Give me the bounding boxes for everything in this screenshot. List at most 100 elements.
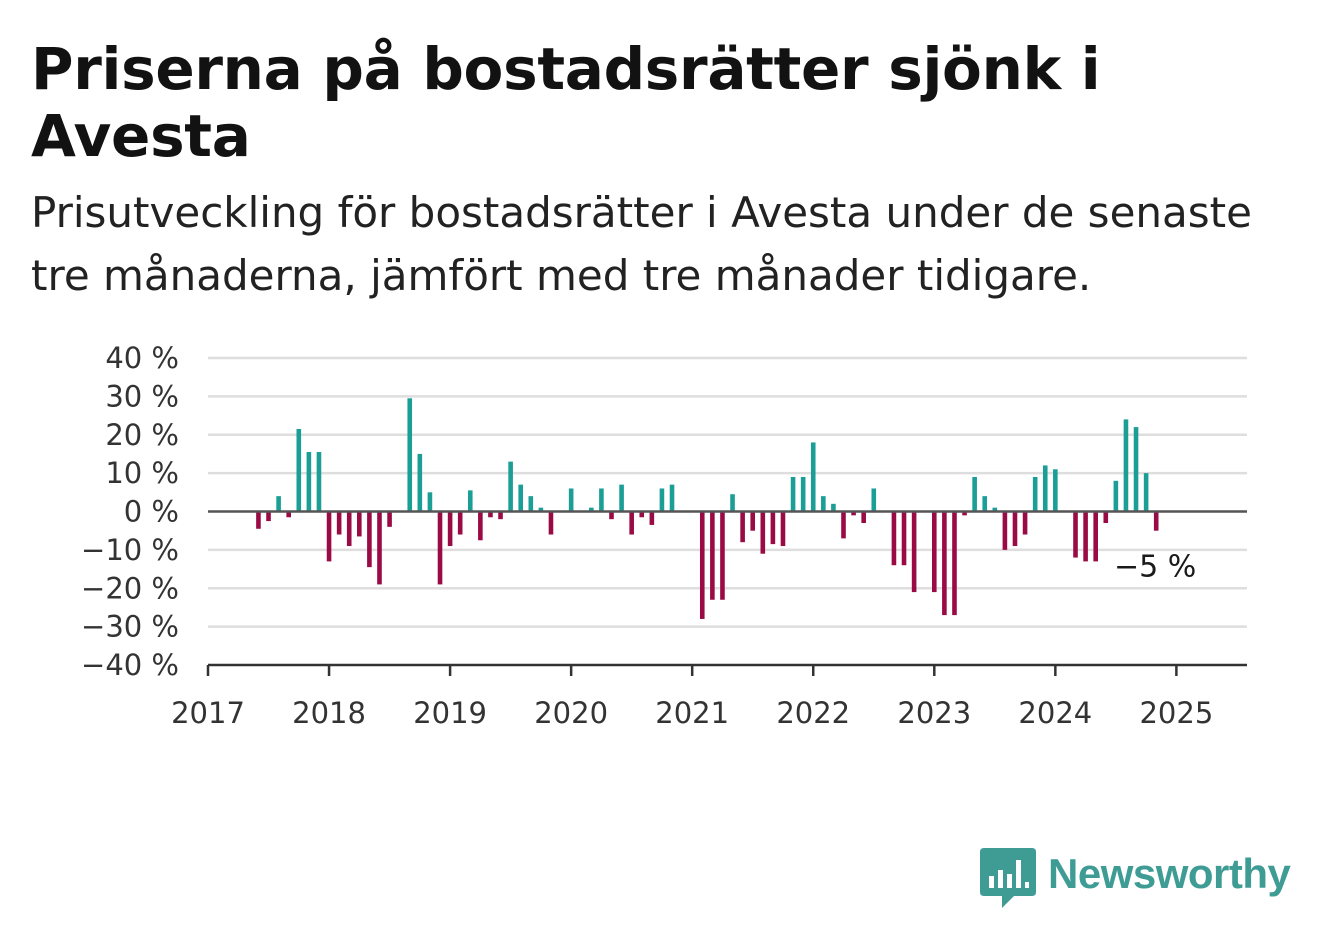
newsworthy-logo-icon [980, 848, 1036, 908]
y-tick-label: −20 % [81, 571, 179, 605]
x-tick-label: 2022 [776, 696, 850, 730]
bar [841, 511, 846, 539]
y-tick-label: −30 % [81, 610, 179, 644]
bar [498, 511, 503, 520]
bar [669, 484, 675, 512]
y-tick-label: 20 % [105, 418, 179, 452]
bar [457, 511, 463, 535]
bar [1073, 511, 1078, 558]
bar [992, 507, 998, 512]
bar [286, 511, 291, 518]
bar [407, 398, 413, 512]
bar [346, 511, 352, 547]
bar [790, 476, 796, 512]
newsworthy-logo: Newsworthy [980, 848, 1300, 910]
bar [619, 484, 624, 512]
bar [982, 496, 988, 512]
bar [488, 511, 493, 518]
bar [730, 494, 735, 512]
bar [780, 511, 786, 547]
bar [1022, 511, 1028, 535]
bar [357, 511, 362, 537]
x-tick-label: 2018 [292, 696, 366, 730]
bar [629, 511, 634, 535]
bar [1042, 465, 1048, 512]
bar [1123, 419, 1129, 512]
bar [568, 488, 574, 512]
bar [427, 492, 433, 512]
chart-title: Priserna på bostadsrätter sjönk i Avesta [31, 35, 1101, 170]
bar [639, 511, 645, 518]
bar [1113, 480, 1119, 512]
bar [367, 511, 372, 568]
bar [1103, 511, 1109, 524]
brand-name: Newsworthy [1048, 850, 1291, 897]
bar [1143, 473, 1149, 512]
bar [609, 511, 614, 520]
bar [266, 511, 271, 522]
x-tick-label: 2021 [655, 696, 729, 730]
y-tick-label: 30 % [105, 379, 179, 413]
bar [972, 476, 977, 512]
bar [1093, 511, 1098, 562]
bar [659, 488, 665, 512]
bar [377, 511, 382, 585]
bar [952, 511, 957, 616]
bar [508, 461, 513, 512]
bar [810, 442, 816, 512]
bar [901, 511, 907, 566]
bar [861, 511, 866, 524]
bar [326, 511, 332, 562]
bar [931, 511, 937, 593]
bar [871, 488, 877, 512]
x-tick-label: 2019 [413, 696, 487, 730]
bar [699, 511, 705, 619]
bar [851, 511, 856, 516]
bar [589, 507, 594, 512]
bar [710, 511, 715, 600]
bar [306, 452, 312, 512]
y-tick-label: 40 % [105, 341, 179, 375]
bar [911, 511, 917, 593]
bar [720, 511, 725, 600]
bar [800, 476, 806, 512]
bar-chart: 40 % 30 % 20 % 10 % 0 % −10 % −20 % −30 % −40 % 2… [81, 341, 1247, 730]
bar [649, 511, 655, 525]
bar [1133, 427, 1139, 512]
last-value-label: −5 % [1114, 550, 1196, 585]
bar [417, 453, 423, 512]
y-tick-label: −10 % [81, 533, 179, 567]
bar [1053, 469, 1058, 512]
bar [821, 496, 826, 512]
bar [256, 511, 261, 529]
bar [528, 496, 534, 512]
bar [740, 511, 745, 543]
x-tick-label: 2024 [1018, 696, 1092, 730]
bar [1012, 511, 1018, 547]
chart-subtitle: Prisutveckling för bostadsrätter i Avest… [31, 188, 1252, 300]
bar [942, 511, 947, 616]
bar [316, 452, 322, 512]
bar [336, 511, 342, 535]
y-tick-label: −40 % [81, 648, 179, 682]
bar [831, 503, 836, 512]
bar [1032, 476, 1038, 512]
bar [1002, 511, 1008, 550]
bar [1083, 511, 1088, 562]
bar [538, 507, 544, 512]
bar [437, 511, 443, 585]
y-tick-label: 0 % [124, 495, 179, 529]
bar [770, 511, 776, 545]
bar [760, 511, 766, 554]
bar [518, 484, 524, 512]
bar [296, 428, 302, 512]
bar [276, 496, 281, 512]
x-tick-label: 2020 [534, 696, 608, 730]
bar [750, 511, 756, 531]
bar [1153, 511, 1159, 531]
bar [478, 511, 483, 541]
x-tick-label: 2023 [897, 696, 971, 730]
x-tick-label: 2017 [171, 696, 245, 730]
bar [447, 511, 453, 547]
bar [962, 511, 967, 516]
